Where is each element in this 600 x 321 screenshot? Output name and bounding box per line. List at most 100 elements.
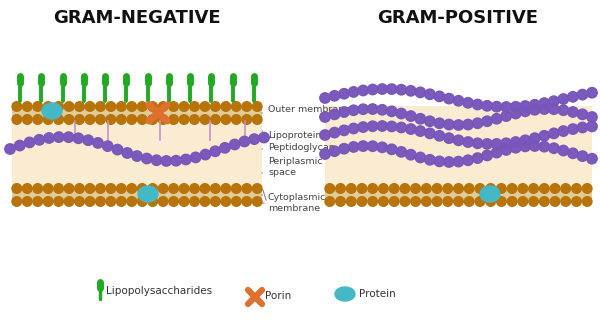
Circle shape [454,96,464,106]
Circle shape [242,197,251,206]
Circle shape [415,87,425,98]
Circle shape [179,184,189,193]
Circle shape [377,121,388,131]
Circle shape [463,98,473,108]
Circle shape [368,184,377,193]
Circle shape [558,94,569,104]
Circle shape [43,102,53,111]
Circle shape [454,156,464,167]
Circle shape [148,197,157,206]
Circle shape [497,197,506,206]
Circle shape [336,184,346,193]
Circle shape [64,115,74,124]
Circle shape [336,197,346,206]
Circle shape [357,184,367,193]
Circle shape [475,184,485,193]
Circle shape [242,184,251,193]
Circle shape [329,109,340,119]
Circle shape [530,133,540,143]
Circle shape [587,153,597,164]
Circle shape [358,104,368,114]
Bar [325,188,592,202]
Circle shape [511,101,521,112]
Circle shape [12,184,22,193]
Circle shape [14,140,25,151]
Circle shape [232,184,241,193]
Circle shape [181,154,191,165]
Circle shape [253,115,262,124]
Circle shape [137,184,147,193]
Circle shape [491,139,502,149]
Circle shape [116,197,126,206]
Circle shape [379,184,388,193]
Text: Lipopolysaccharides: Lipopolysaccharides [106,286,212,296]
Circle shape [454,197,463,206]
Circle shape [406,111,416,121]
Circle shape [158,184,168,193]
Circle shape [434,131,445,141]
Circle shape [242,115,251,124]
Circle shape [22,197,32,206]
Circle shape [482,116,493,126]
Circle shape [12,102,22,111]
Circle shape [64,184,74,193]
Circle shape [472,153,483,163]
Circle shape [158,102,168,111]
Circle shape [422,197,431,206]
Circle shape [158,115,168,124]
Text: Periplasmic
space: Periplasmic space [262,157,323,177]
Ellipse shape [42,103,62,119]
Circle shape [539,131,550,141]
Circle shape [169,102,178,111]
Circle shape [339,125,349,135]
Circle shape [349,87,359,97]
Text: Cytoplasmic
membrane: Cytoplasmic membrane [262,193,326,213]
Circle shape [229,139,240,150]
Circle shape [367,141,378,152]
Circle shape [132,151,142,161]
Circle shape [106,102,116,111]
Circle shape [25,137,35,148]
Circle shape [329,127,340,138]
Circle shape [444,119,454,130]
Circle shape [518,184,527,193]
Circle shape [396,84,406,95]
Circle shape [454,120,464,130]
Circle shape [12,115,22,124]
Circle shape [33,115,43,124]
Circle shape [83,135,94,145]
Circle shape [320,130,330,140]
Circle shape [137,115,147,124]
Circle shape [386,106,397,117]
Circle shape [377,142,388,152]
Circle shape [211,184,220,193]
Circle shape [539,142,550,152]
Circle shape [415,126,425,136]
Circle shape [508,184,517,193]
Circle shape [558,105,569,116]
Circle shape [211,197,220,206]
Circle shape [511,137,521,147]
Circle shape [358,141,368,151]
Circle shape [349,105,359,116]
Circle shape [349,142,359,152]
Circle shape [200,149,211,160]
Circle shape [232,197,241,206]
Circle shape [520,106,530,117]
Circle shape [33,184,43,193]
Circle shape [169,184,178,193]
Circle shape [529,197,538,206]
Circle shape [200,197,210,206]
Circle shape [95,102,105,111]
Circle shape [320,112,330,122]
Circle shape [171,155,181,166]
Circle shape [54,197,64,206]
Circle shape [169,197,178,206]
Circle shape [339,89,349,99]
Circle shape [220,143,230,153]
Circle shape [432,184,442,193]
Circle shape [464,184,474,193]
Circle shape [463,119,473,130]
Circle shape [179,115,189,124]
Circle shape [583,197,592,206]
